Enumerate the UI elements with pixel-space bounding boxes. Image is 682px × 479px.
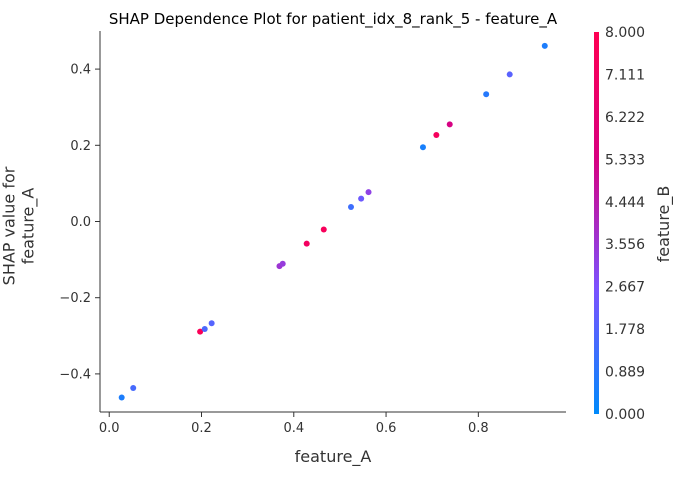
data-point xyxy=(365,189,372,196)
colorbar-ticks: 0.000 0.889 1.778 2.667 3.556 4.444 5.333 6.222… xyxy=(605,25,645,423)
x-tick-label: 0.2 xyxy=(191,421,212,436)
data-points xyxy=(118,42,548,401)
colorbar-tick-label: 6.222 xyxy=(605,110,645,126)
colorbar: 0.000 0.889 1.778 2.667 3.556 4.444 5.333 6.222… xyxy=(594,25,674,423)
colorbar-tick-label: 4.444 xyxy=(605,195,645,211)
x-tick-label: 0.4 xyxy=(283,421,304,436)
chart-title: SHAP Dependence Plot for patient_idx_8_r… xyxy=(109,10,558,29)
plot-axes xyxy=(99,31,566,413)
x-tick-label: 0.6 xyxy=(376,421,397,436)
x-tick-label: 0.8 xyxy=(468,421,489,436)
data-point xyxy=(197,328,204,335)
colorbar-tick-label: 0.000 xyxy=(605,407,645,423)
data-point xyxy=(419,144,426,151)
x-axis-label: feature_A xyxy=(295,447,372,467)
data-point xyxy=(433,132,440,139)
y-ticks: −0.4 −0.2 0.0 0.2 0.4 xyxy=(59,63,100,382)
colorbar-tick-label: 3.556 xyxy=(605,237,645,253)
x-ticks: 0.0 0.2 0.4 0.6 0.8 xyxy=(99,412,489,436)
y-tick-label: −0.2 xyxy=(59,291,91,306)
data-point xyxy=(541,42,548,49)
colorbar-tick-label: 2.667 xyxy=(605,280,645,296)
data-point xyxy=(320,226,327,233)
data-point xyxy=(130,384,137,391)
y-tick-label: 0.2 xyxy=(70,139,91,154)
data-point xyxy=(303,240,310,247)
y-tick-label: 0.4 xyxy=(70,63,91,78)
y-axis-label: SHAP value forfeature_A xyxy=(0,166,39,285)
y-tick-label: 0.0 xyxy=(70,215,91,230)
data-point xyxy=(208,320,215,327)
colorbar-gradient xyxy=(594,32,599,414)
data-point xyxy=(118,394,125,401)
data-point xyxy=(358,195,365,202)
data-point xyxy=(279,260,286,267)
colorbar-tick-label: 0.889 xyxy=(605,365,645,381)
colorbar-tick-label: 8.000 xyxy=(605,25,645,41)
data-point xyxy=(446,121,453,128)
data-point xyxy=(201,325,208,332)
data-point xyxy=(506,71,513,78)
colorbar-tick-label: 5.333 xyxy=(605,152,645,168)
data-point xyxy=(347,204,354,211)
colorbar-tick-label: 7.111 xyxy=(605,67,645,83)
x-tick-label: 0.0 xyxy=(99,421,120,436)
colorbar-tick-label: 1.778 xyxy=(605,322,645,338)
data-point xyxy=(483,91,490,98)
colorbar-label: feature_B xyxy=(654,186,674,263)
y-tick-label: −0.4 xyxy=(59,367,91,382)
